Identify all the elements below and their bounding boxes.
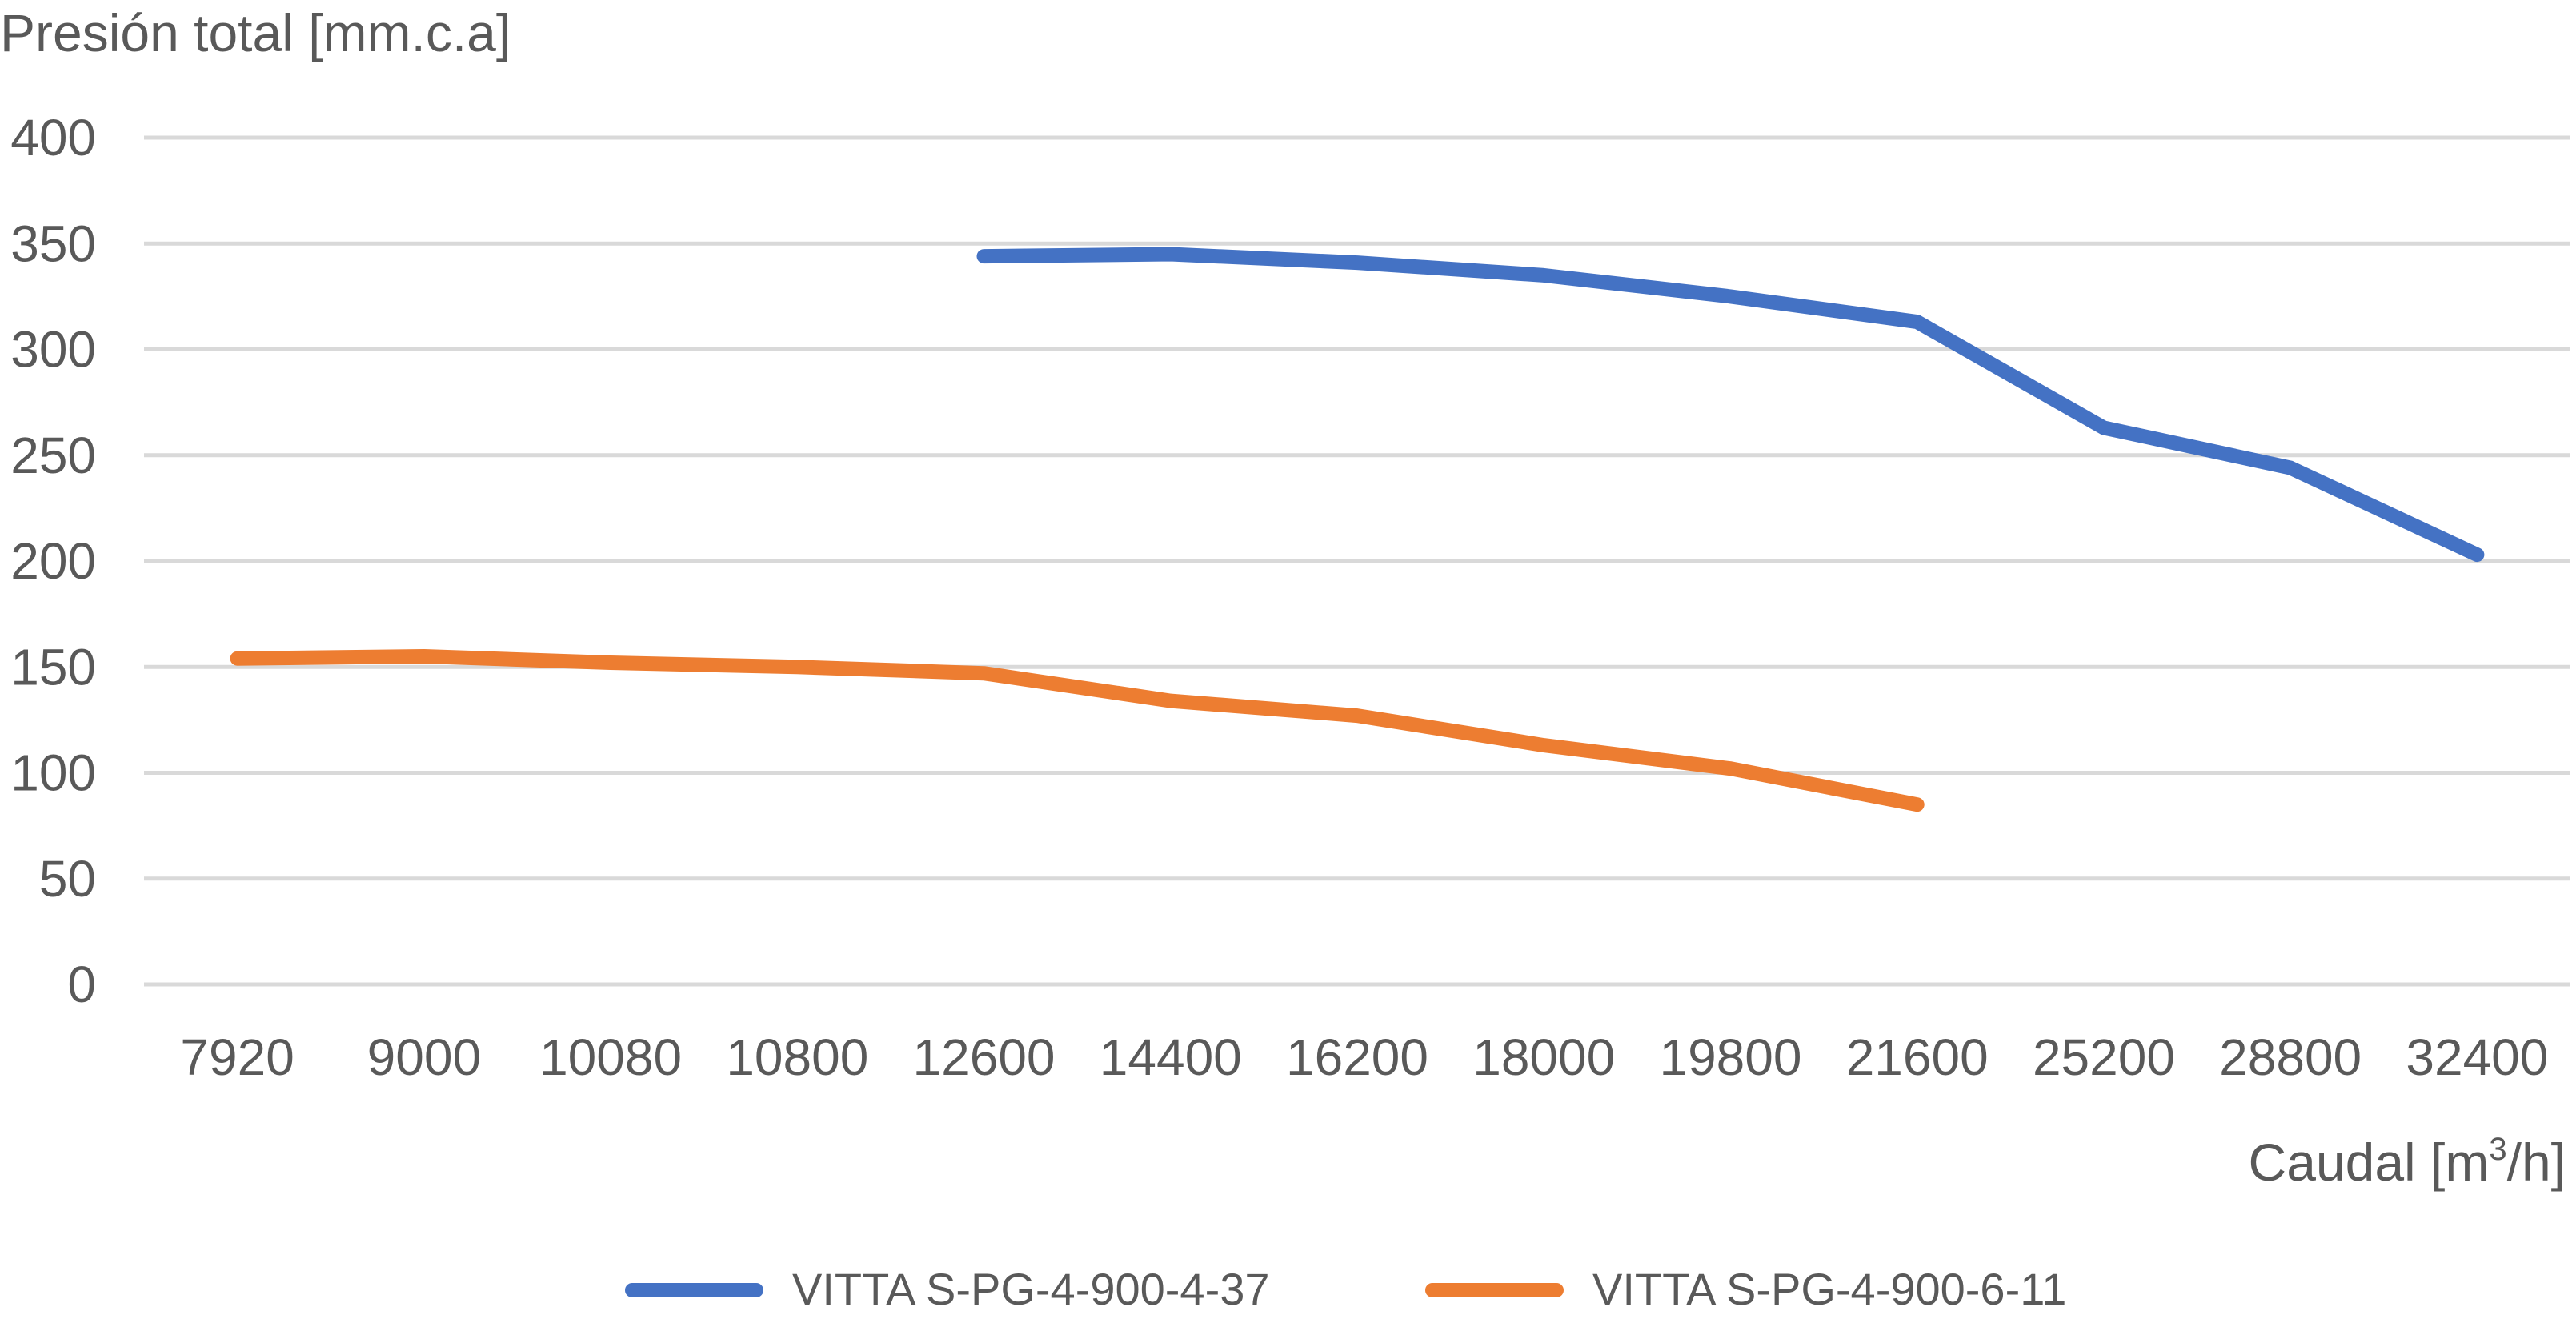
legend: VITTA S-PG-4-900-4-37 VITTA S-PG-4-900-6…: [625, 1264, 2066, 1314]
x-axis-title-superscript: 3: [2489, 1132, 2506, 1167]
x-tick-label: 9000: [367, 1028, 481, 1086]
x-tick-label: 7920: [180, 1028, 294, 1086]
y-axis-tick-labels: 0 50 100 150 200 250 300 350 400: [10, 109, 96, 1013]
x-axis-title-main: Caudal [m: [2249, 1133, 2490, 1192]
y-tick-label: 300: [10, 321, 96, 379]
y-tick-label: 400: [10, 109, 96, 166]
y-tick-label: 0: [67, 956, 96, 1013]
y-tick-label: 350: [10, 214, 96, 272]
x-tick-label: 10800: [726, 1028, 868, 1086]
y-tick-label: 150: [10, 638, 96, 696]
series-line-2: [230, 649, 1925, 812]
y-tick-label: 250: [10, 427, 96, 484]
y-tick-label: 200: [10, 532, 96, 590]
series-line-1: [976, 247, 2485, 563]
legend-label-series-1: VITTA S-PG-4-900-4-37: [792, 1264, 1270, 1314]
x-tick-label: 25200: [2033, 1028, 2175, 1086]
x-tick-label: 14400: [1100, 1028, 1242, 1086]
x-tick-label: 16200: [1286, 1028, 1428, 1086]
x-tick-label: 12600: [913, 1028, 1056, 1086]
legend-label-series-2: VITTA S-PG-4-900-6-11: [1592, 1264, 2066, 1314]
x-tick-label: 10080: [539, 1028, 682, 1086]
x-axis-title-tail: /h]: [2507, 1133, 2566, 1192]
series-lines: [230, 247, 2485, 812]
y-tick-label: 50: [39, 850, 96, 908]
y-tick-label: 100: [10, 744, 96, 802]
x-tick-label: 32400: [2406, 1028, 2548, 1086]
x-tick-label: 21600: [1846, 1028, 1989, 1086]
x-tick-label: 18000: [1472, 1028, 1615, 1086]
x-tick-label: 28800: [2219, 1028, 2362, 1086]
x-tick-label: 19800: [1659, 1028, 1801, 1086]
y-axis-title: Presión total [mm.c.a]: [0, 3, 511, 62]
x-axis-tick-labels: 7920 9000 10080 10800 12600 14400 16200 18000 19…: [180, 1028, 2548, 1086]
x-axis-title: Caudal [m3/h]: [2249, 1132, 2566, 1192]
